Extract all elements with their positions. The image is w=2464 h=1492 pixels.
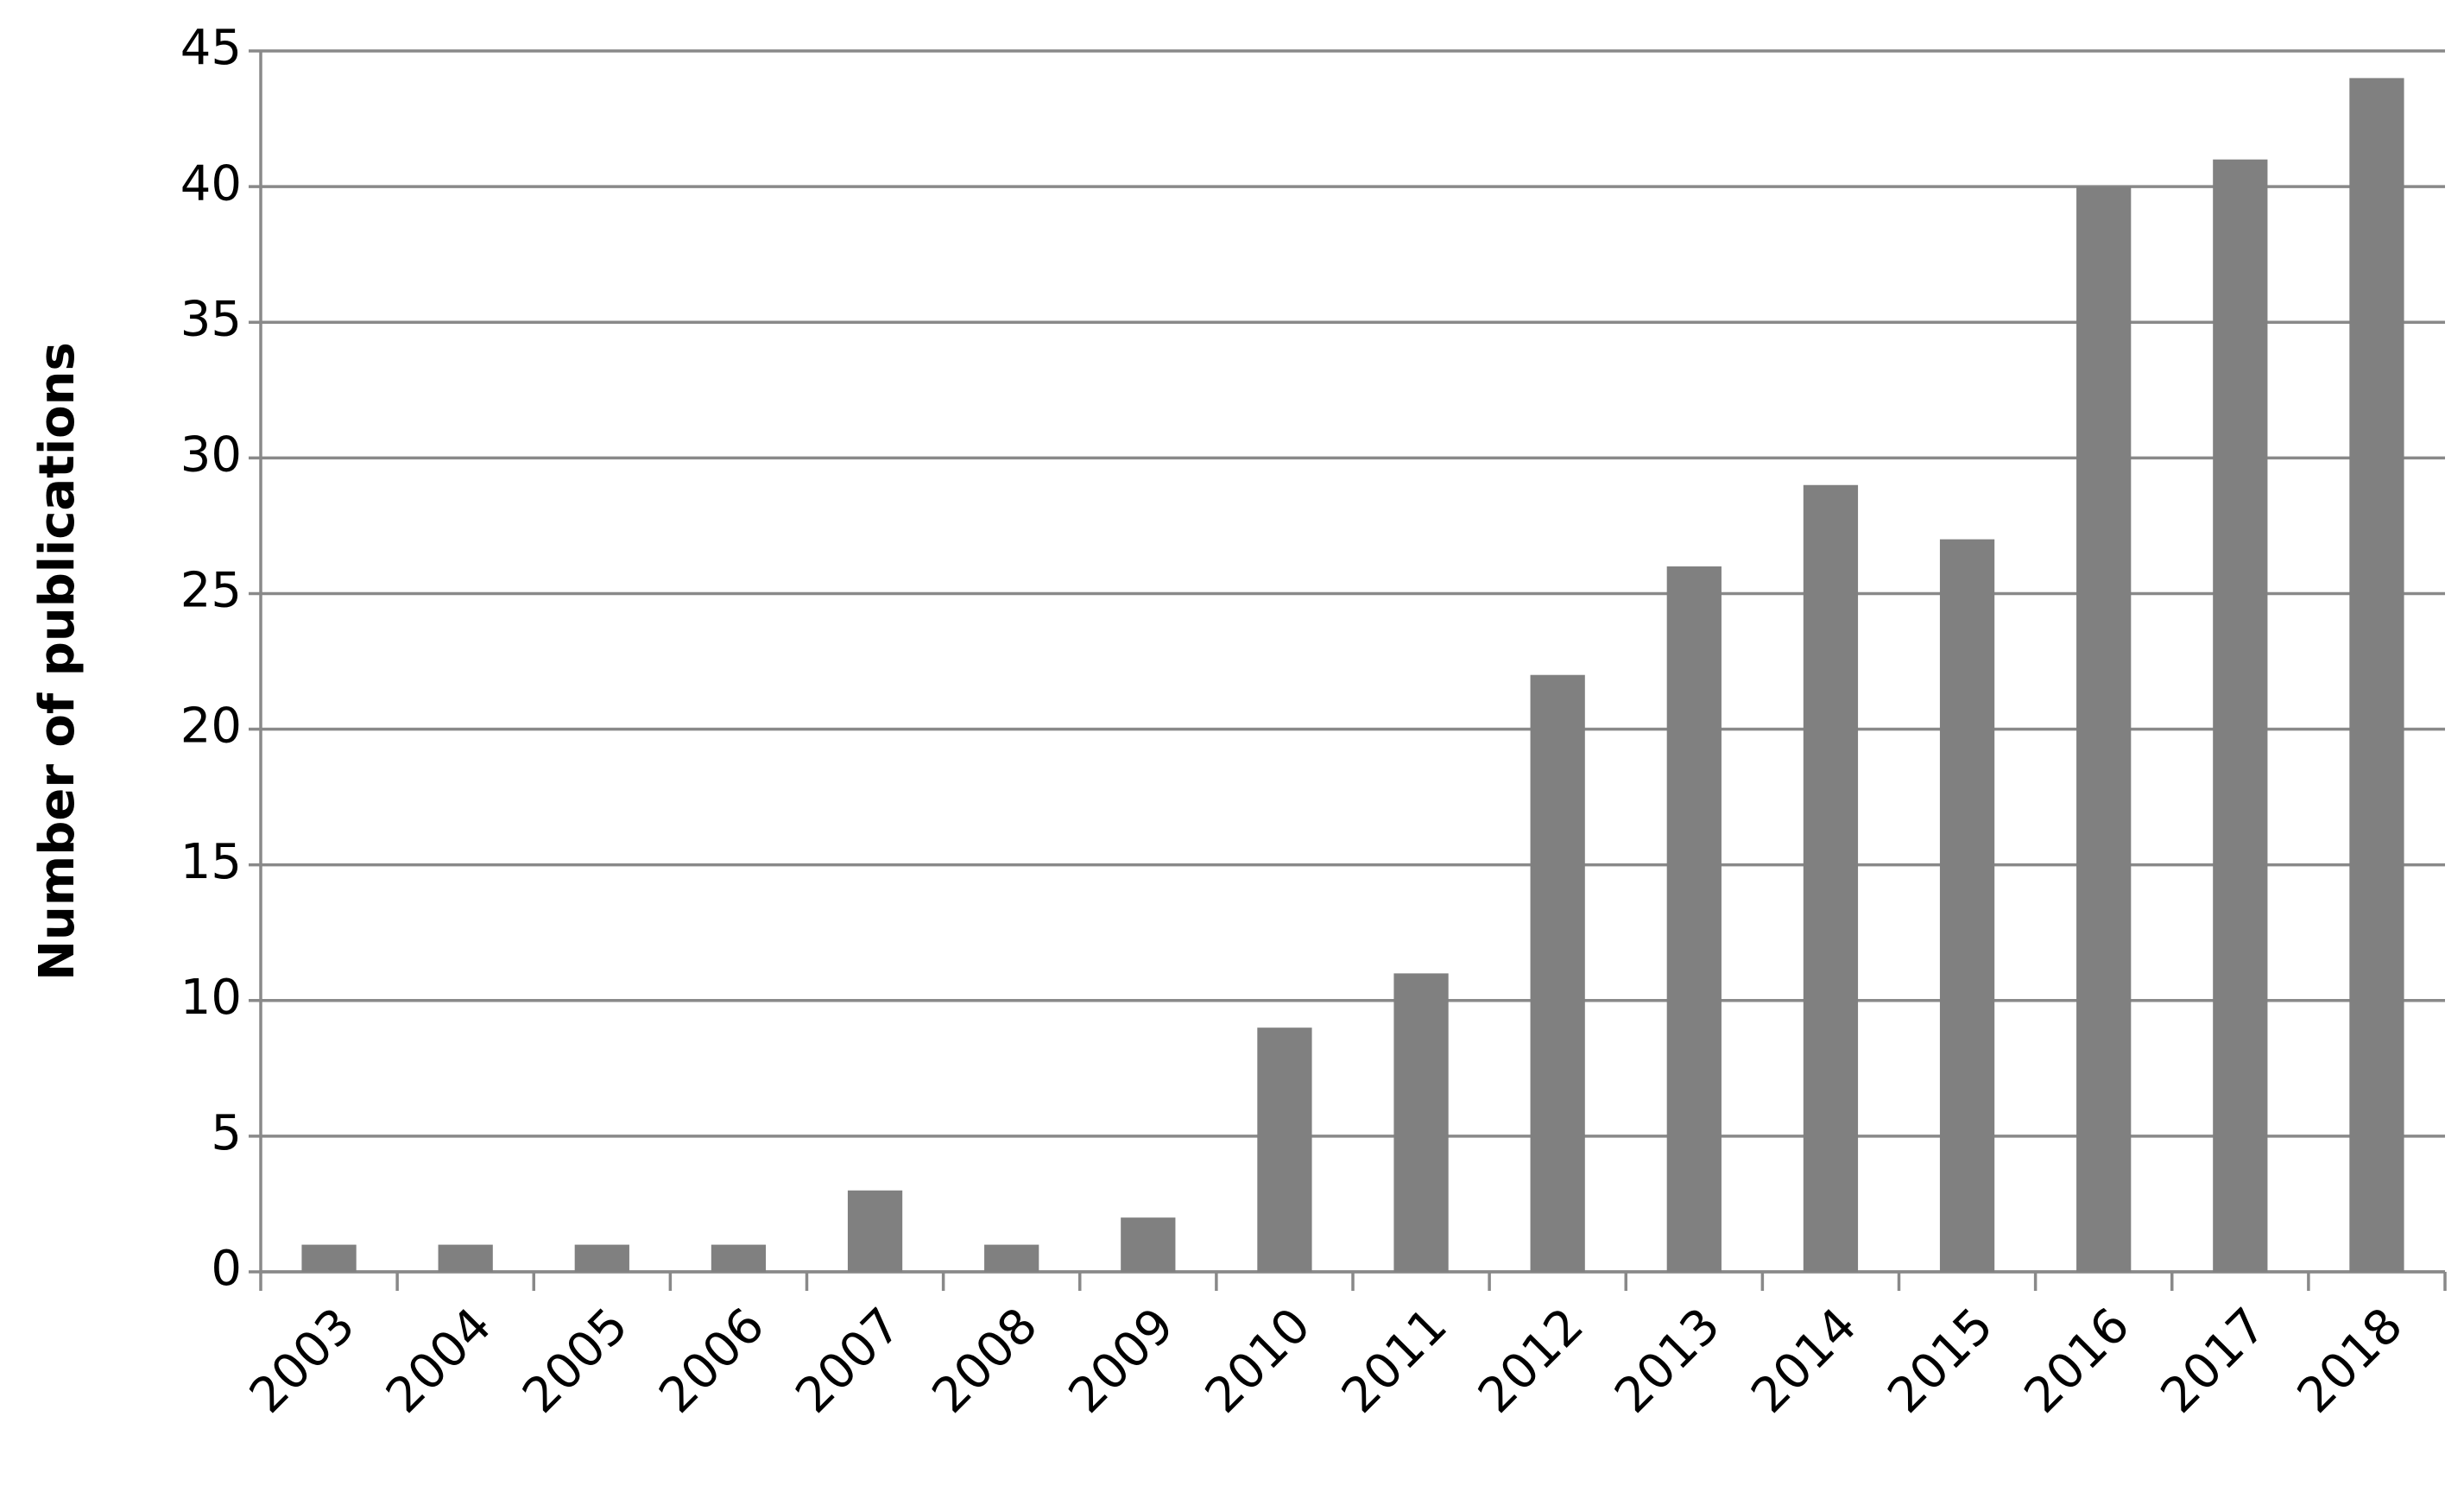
bar [438, 1244, 493, 1272]
y-tick-label: 45 [180, 20, 242, 76]
x-tick-label: 2003 [239, 1298, 366, 1425]
x-tick-label: 2006 [648, 1298, 775, 1425]
bar [1939, 539, 1995, 1272]
x-tick-label: 2017 [2151, 1298, 2278, 1425]
bar [301, 1244, 357, 1272]
x-tick-label: 2004 [376, 1298, 502, 1425]
y-tick-label: 0 [211, 1241, 242, 1297]
x-tick-label: 2018 [2287, 1298, 2414, 1425]
y-tick-label: 40 [180, 155, 242, 212]
x-tick-label: 2011 [1331, 1298, 1458, 1425]
bar [1666, 566, 1722, 1272]
bar [2349, 78, 2404, 1272]
bar [2076, 186, 2132, 1273]
x-tick-label: 2014 [1741, 1298, 1867, 1425]
x-tick-label: 2009 [1058, 1298, 1185, 1425]
y-axis-title: Number of publications [29, 342, 85, 981]
bar [711, 1244, 767, 1272]
bar [1121, 1217, 1176, 1272]
y-tick-label: 15 [180, 834, 242, 890]
bar [847, 1190, 903, 1272]
x-tick-label: 2010 [1195, 1298, 1322, 1425]
x-tick-label: 2005 [512, 1298, 639, 1425]
bar [984, 1244, 1039, 1272]
y-tick-label: 25 [180, 563, 242, 619]
x-tick-label: 2012 [1468, 1298, 1595, 1425]
x-tick-label: 2016 [2014, 1298, 2141, 1425]
y-tick-label: 35 [180, 291, 242, 347]
y-tick-label: 20 [180, 699, 242, 755]
bar [1393, 973, 1449, 1272]
y-tick-label: 5 [211, 1105, 242, 1161]
bar [1803, 484, 1859, 1272]
bar [574, 1244, 629, 1272]
x-tick-label: 2007 [785, 1298, 912, 1425]
y-tick-label: 10 [180, 970, 242, 1026]
y-tick-label: 30 [180, 427, 242, 483]
x-tick-label: 2008 [922, 1298, 1049, 1425]
bar [2213, 159, 2268, 1273]
bar [1257, 1027, 1312, 1272]
x-tick-label: 2013 [1604, 1298, 1731, 1425]
x-tick-label: 2015 [1877, 1298, 2004, 1425]
bar [1530, 674, 1585, 1272]
